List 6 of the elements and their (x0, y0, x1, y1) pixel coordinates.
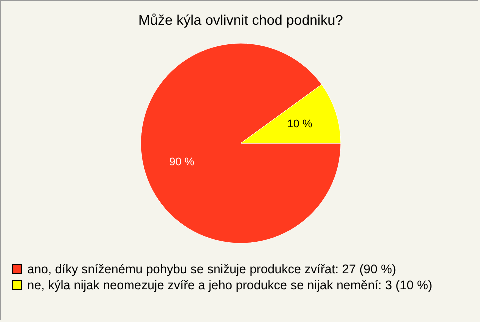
pie-slice (140, 43, 342, 244)
data-label: 90 % (169, 156, 195, 169)
chart-title: Může kýla ovlivnit chod podniku? (138, 12, 344, 28)
legend-label: ne, kýla nijak neomezuje zvíře a jeho produkce se nijak nemění: 3 (10 %) (28, 278, 433, 292)
legend-label: ano, díky sníženému pohybu se snižuje produkce zvířat: 27 (90 %) (28, 262, 396, 276)
data-label: 10 % (287, 118, 313, 130)
